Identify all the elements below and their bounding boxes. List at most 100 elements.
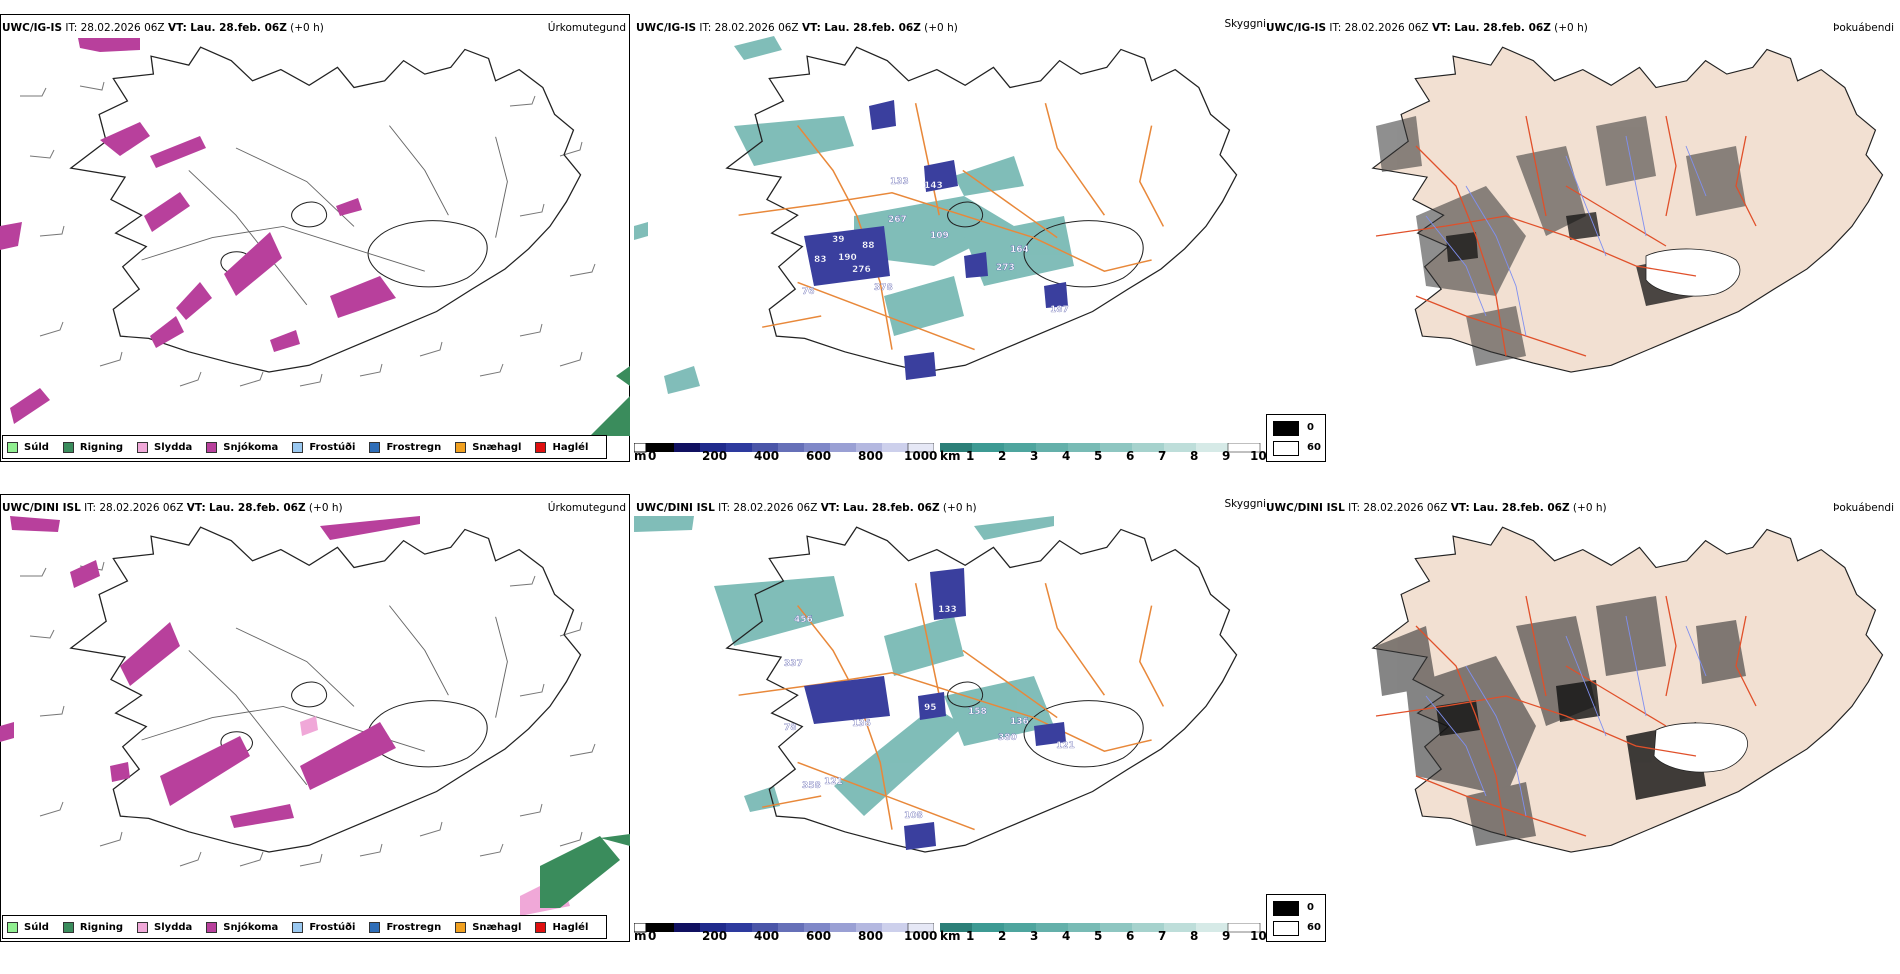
- it-value: 28.02.2026 06Z: [99, 502, 184, 514]
- glacier-white: [1653, 722, 1748, 773]
- precip-map: [0, 38, 630, 436]
- vt-label: VT:: [1431, 22, 1451, 34]
- model-name: UWC/DINI ISL: [636, 502, 715, 514]
- visibility-tick: 4: [1062, 449, 1071, 463]
- ceiling-label: 456: [794, 615, 813, 625]
- ceiling-unit: m: [634, 449, 647, 463]
- visibility-tick: 3: [1030, 449, 1039, 463]
- low-cloud-areas: [804, 568, 1066, 850]
- forecast-offset: (+0 h): [924, 22, 958, 34]
- panel-header: UWC/IG-IS IT: 28.02.2026 06Z VT: Lau. 28…: [1266, 22, 1588, 34]
- visibility-tick: 10: [1250, 929, 1267, 943]
- snow-areas: [0, 516, 420, 828]
- ceiling-tick: 0: [648, 449, 657, 463]
- ceiling-label: 273: [996, 263, 1015, 273]
- ceiling-tick: 200: [702, 929, 728, 943]
- legend-swatch: [369, 441, 381, 453]
- model-name: UWC/IG-IS: [2, 22, 63, 34]
- fog-legend: 0 60: [1266, 414, 1326, 462]
- ceiling-label: 136: [852, 719, 871, 729]
- ceiling-label: 267: [888, 215, 907, 225]
- visibility-tick: 7: [1158, 929, 1167, 943]
- it-label: IT:: [718, 502, 731, 514]
- visibility-tick: 1: [966, 449, 975, 463]
- vt-value: Lau. 28.feb. 06Z: [843, 502, 940, 514]
- legend-swatch: [292, 441, 304, 453]
- visibility-tick: 5: [1094, 929, 1103, 943]
- row-ig-is: UWC/IG-IS IT: 28.02.2026 06Z VT: Lau. 28…: [0, 14, 1900, 494]
- forecast-offset: (+0 h): [1572, 502, 1607, 514]
- ceiling-tick: 400: [754, 929, 780, 943]
- legend-item: Rigning: [62, 441, 123, 453]
- model-name: UWC/DINI ISL: [1266, 502, 1345, 514]
- legend-swatch: [206, 921, 218, 933]
- ceiling-label: 358: [802, 781, 821, 791]
- legend-item: Súld: [7, 441, 49, 453]
- ceiling-label: 190: [838, 253, 857, 263]
- legend-swatch: [137, 441, 149, 453]
- visibility-colorbar: km 1 2 3 4 5 6 7 8 9 10: [940, 918, 1267, 943]
- panel-title: Úrkomutegund: [547, 502, 626, 514]
- legend-item: Haglél: [535, 441, 588, 453]
- legend-swatch: [369, 921, 381, 933]
- visibility-tick: 8: [1190, 449, 1199, 463]
- legend-swatch: [455, 441, 467, 453]
- ceiling-label: 76: [802, 287, 815, 297]
- ceiling-tick: 0: [648, 929, 657, 943]
- it-label: IT:: [84, 502, 97, 514]
- visibility-tick: 8: [1190, 929, 1199, 943]
- panel-header: UWC/DINI ISL IT: 28.02.2026 06Z VT: Lau.…: [1266, 502, 1607, 514]
- low-visibility-areas: [634, 36, 1074, 394]
- legend-item: Frostregn: [369, 921, 441, 933]
- ceiling-label: 380: [998, 733, 1017, 743]
- forecast-offset: (+0 h): [1554, 22, 1588, 34]
- panel-title: Skyggni: [1224, 18, 1267, 30]
- vt-label: VT:: [167, 22, 187, 34]
- ceiling-label: 108: [904, 811, 923, 821]
- fog-map: [1372, 46, 1884, 373]
- visibility-tick: 2: [998, 449, 1007, 463]
- glacier-white: [1645, 248, 1741, 297]
- map-frame: [0, 494, 630, 942]
- low-visibility-areas: [634, 516, 1054, 816]
- panel-header: UWC/DINI ISL IT: 28.02.2026 06Z VT: Lau.…: [2, 502, 343, 514]
- vt-label: VT:: [801, 22, 821, 34]
- river-lines: [1425, 135, 1707, 337]
- ceiling-colorbar: m 0 200 400 600 800 1000: [633, 918, 937, 943]
- fog-swatch-dark: [1273, 421, 1299, 436]
- visibility-unit: km: [940, 449, 961, 463]
- visibility-tick: 9: [1222, 449, 1231, 463]
- model-name: UWC/IG-IS: [1266, 22, 1327, 34]
- ceiling-colorbar-swatches: [633, 922, 935, 933]
- visibility-tick: 2: [998, 929, 1007, 943]
- model-name: UWC/IG-IS: [636, 22, 697, 34]
- ceiling-label: 337: [784, 659, 803, 669]
- vt-value: Lau. 28.feb. 06Z: [1473, 502, 1570, 514]
- rain-areas: [540, 834, 630, 908]
- precip-legend: Súld Rigning Slydda Snjókoma Frostúði Fr…: [2, 915, 608, 939]
- visibility-tick: 3: [1030, 929, 1039, 943]
- fog-swatch-light: [1273, 441, 1299, 456]
- ceiling-tick: 1000: [904, 929, 938, 943]
- ceiling-label: 95: [924, 703, 937, 713]
- legend-item: Rigning: [62, 921, 123, 933]
- fog-indicator-panel: UWC/DINI ISL IT: 28.02.2026 06Z VT: Lau.…: [1266, 494, 1900, 954]
- legend-swatch: [7, 921, 18, 933]
- ceiling-label: 378: [874, 283, 893, 293]
- legend-item: Snjókoma: [206, 921, 278, 933]
- vt-value: Lau. 28.feb. 06Z: [209, 502, 306, 514]
- visibility-tick: 6: [1126, 449, 1135, 463]
- ceiling-label: 121: [824, 777, 843, 787]
- visibility-tick: 5: [1094, 449, 1103, 463]
- visibility-tick: 10: [1250, 449, 1267, 463]
- fog-tick: 0: [1307, 422, 1314, 433]
- legend-item: Haglél: [535, 921, 588, 933]
- row-dini-isl: UWC/DINI ISL IT: 28.02.2026 06Z VT: Lau.…: [0, 494, 1900, 974]
- panel-header: UWC/DINI ISL IT: 28.02.2026 06Z VT: Lau.…: [636, 502, 977, 514]
- legend-item: Snæhagl: [455, 441, 521, 453]
- ceiling-label: 143: [924, 181, 943, 191]
- panel-header: UWC/IG-IS IT: 28.02.2026 06Z VT: Lau. 28…: [2, 22, 324, 34]
- panel-header: UWC/IG-IS IT: 28.02.2026 06Z VT: Lau. 28…: [636, 22, 958, 34]
- ceiling-label: 187: [1050, 305, 1069, 315]
- ceiling-label: 83: [814, 255, 827, 265]
